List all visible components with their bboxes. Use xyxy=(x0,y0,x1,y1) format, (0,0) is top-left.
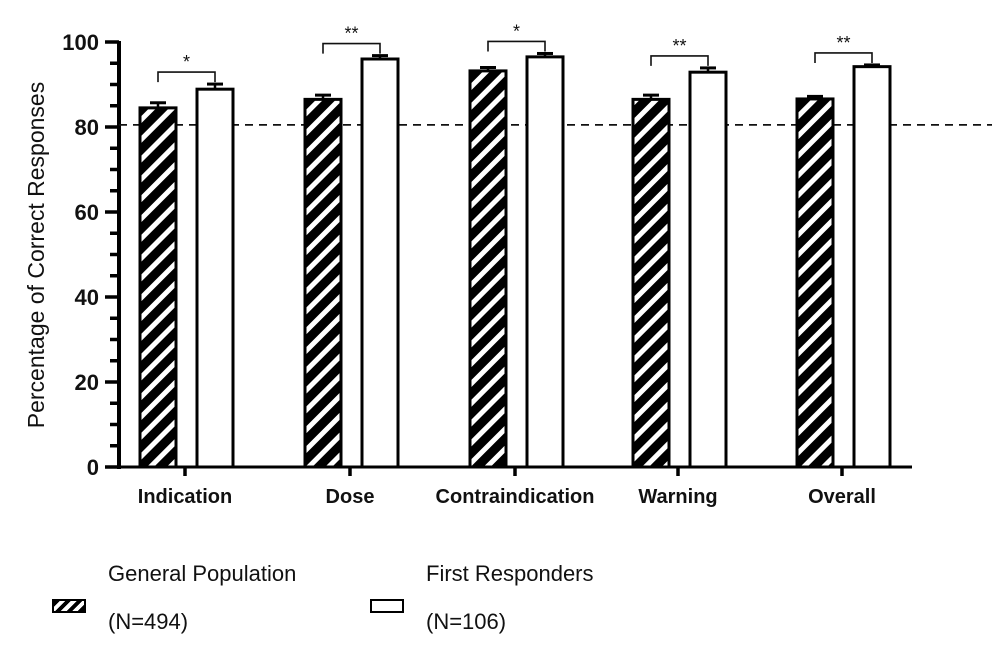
significance-label: ** xyxy=(344,24,358,44)
bar-first-responders xyxy=(195,87,235,469)
significance-bracket xyxy=(814,52,873,63)
legend-label: First Responders xyxy=(426,561,594,586)
x-tick-labels: Indication Dose Contraindication Warning Ove… xyxy=(138,486,876,508)
y-tick-label: 20 xyxy=(75,370,99,395)
x-tick-label: Indication xyxy=(138,486,232,508)
legend-swatch-open xyxy=(370,599,404,613)
x-tick-label: Dose xyxy=(326,486,375,508)
bar-first-responders xyxy=(852,65,892,469)
significance-bracket xyxy=(650,55,709,66)
bar-first-responders xyxy=(360,57,400,469)
legend: General Population (N=494) First Respond… xyxy=(0,538,1000,634)
legend-item-general-population: General Population (N=494) xyxy=(52,538,296,658)
significance-bracket xyxy=(157,71,216,83)
y-tick-label: 40 xyxy=(75,285,99,310)
y-tick-label: 0 xyxy=(87,455,99,480)
bar-first-responders xyxy=(525,55,565,469)
bar-general-population xyxy=(303,97,343,469)
legend-item-first-responders: First Responders (N=106) xyxy=(370,538,594,658)
significance-label: ** xyxy=(672,36,686,56)
significance-bracket xyxy=(487,40,546,52)
x-tick-label: Contraindication xyxy=(436,486,595,508)
y-tick-label: 100 xyxy=(62,30,99,55)
bar-general-population xyxy=(795,97,835,469)
significance-group: *** *** ** xyxy=(157,21,873,83)
y-axis-label: Percentage of Correct Responses xyxy=(23,82,49,428)
bar-general-population xyxy=(631,97,671,469)
legend-sublabel: (N=106) xyxy=(426,609,507,634)
bar-general-population xyxy=(138,106,178,469)
legend-label: General Population xyxy=(108,561,297,586)
bar-general-population xyxy=(468,69,508,469)
x-tick-label: Overall xyxy=(808,486,876,508)
y-tick-label: 80 xyxy=(75,115,99,140)
bars-group xyxy=(138,51,892,469)
legend-sublabel: (N=494) xyxy=(108,609,189,634)
bar-first-responders xyxy=(688,70,728,469)
significance-bracket xyxy=(322,42,381,54)
y-tick-label: 60 xyxy=(75,200,99,225)
significance-label: * xyxy=(513,21,520,41)
significance-label: * xyxy=(183,52,190,72)
significance-label: ** xyxy=(836,33,850,53)
legend-swatch-hatched xyxy=(52,599,86,613)
axes: 0 20 40 60 80 100 xyxy=(62,30,912,480)
bar-chart: Percentage of Correct Responses 0 20 40 60 8… xyxy=(23,21,992,508)
x-tick-label: Warning xyxy=(638,486,717,508)
